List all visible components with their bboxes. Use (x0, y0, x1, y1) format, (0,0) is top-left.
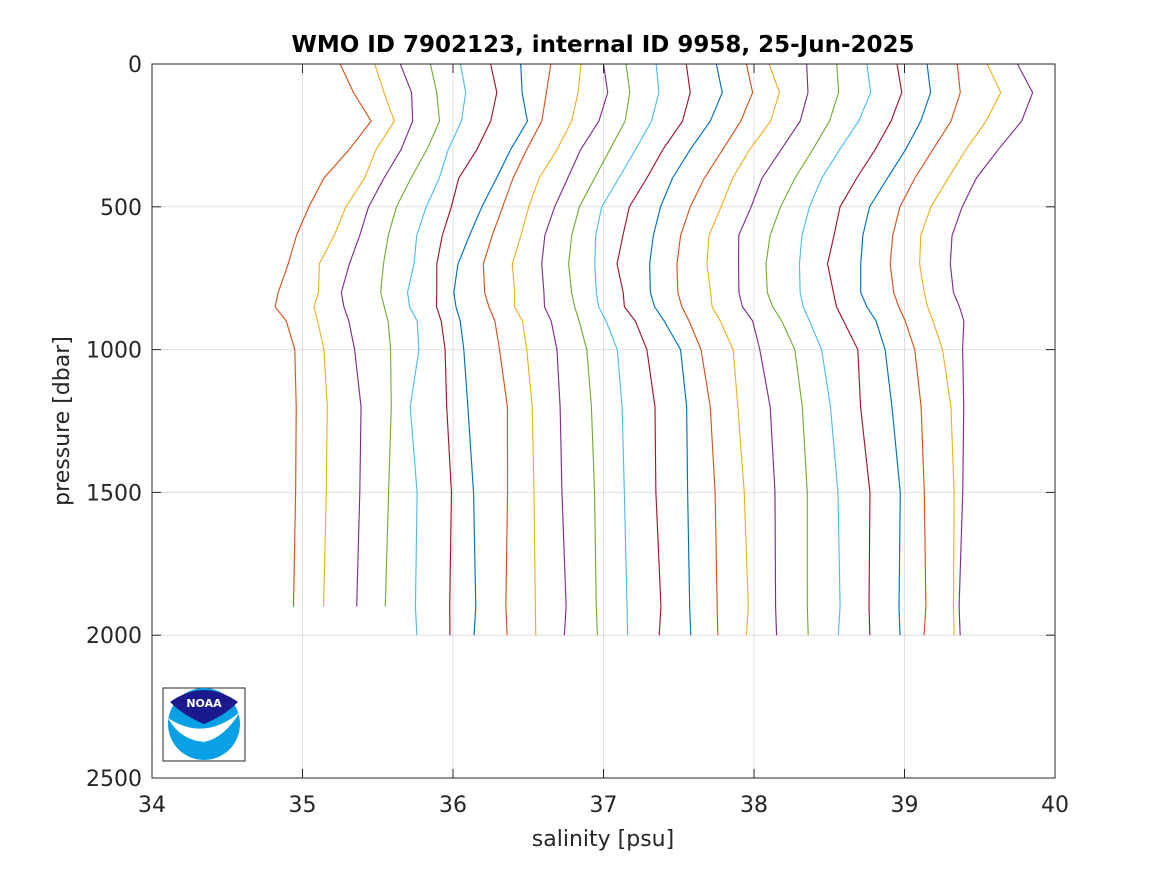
y-tick-label: 2500 (86, 767, 142, 792)
profile-line-15 (676, 63, 754, 636)
profile-line-12 (594, 63, 660, 636)
profile-line-21 (860, 63, 932, 636)
x-tick-label: 40 (1041, 793, 1069, 818)
noaa-logo-wave-shape (168, 712, 240, 742)
noaa-logo-bird-shape (170, 690, 238, 724)
profile-line-18 (765, 63, 840, 636)
chart-title: WMO ID 7902123, internal ID 9958, 25-Jun… (291, 32, 914, 58)
profile-line-10 (541, 63, 609, 636)
y-tick-label: 2000 (86, 624, 142, 649)
y-tick-label: 500 (100, 196, 142, 221)
profile-line-5 (406, 63, 467, 636)
profile-lines (274, 63, 1034, 636)
profile-line-1 (274, 63, 372, 607)
profile-line-8 (482, 63, 552, 636)
profile-line-7 (453, 63, 529, 636)
profile-line-13 (616, 63, 691, 636)
profile-line-19 (798, 63, 872, 636)
x-tick-label: 39 (891, 793, 919, 818)
profile-line-20 (826, 63, 903, 636)
x-tick-label: 37 (590, 793, 618, 818)
profile-line-17 (737, 63, 809, 636)
profile-line-24 (949, 63, 1034, 636)
profile-line-9 (511, 63, 582, 636)
profile-line-3 (340, 63, 414, 607)
x-tick-label: 38 (740, 793, 768, 818)
x-tick-label: 36 (439, 793, 467, 818)
y-tick-label: 0 (128, 53, 142, 78)
x-tick-labels: 34 35 36 37 38 39 40 (138, 793, 1069, 818)
axis-ticks (151, 63, 1056, 779)
y-axis-label: pressure [dbar] (50, 336, 75, 506)
profile-line-14 (649, 63, 723, 636)
y-tick-label: 1500 (86, 481, 142, 506)
noaa-logo: NOAA (162, 687, 246, 762)
profile-line-23 (919, 63, 1002, 636)
y-tick-labels: 0 500 1000 1500 2000 2500 (86, 53, 142, 792)
noaa-logo-text: NOAA (186, 697, 222, 710)
profile-line-2 (313, 63, 395, 607)
x-tick-label: 35 (289, 793, 317, 818)
profile-line-4 (380, 63, 441, 607)
profile-line-11 (568, 63, 631, 636)
y-tick-label: 1000 (86, 339, 142, 364)
profile-line-6 (435, 63, 498, 636)
profile-line-16 (706, 63, 781, 636)
profile-line-22 (889, 63, 961, 636)
x-tick-label: 34 (138, 793, 166, 818)
x-axis-label: salinity [psu] (532, 827, 674, 852)
